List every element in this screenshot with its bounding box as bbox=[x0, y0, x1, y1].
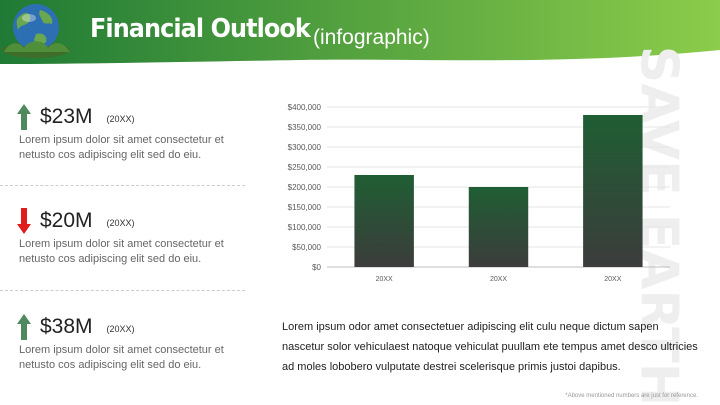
metric-amount: $20M bbox=[40, 209, 93, 232]
bar bbox=[468, 187, 529, 267]
globe-icon bbox=[2, 4, 70, 58]
x-tick-label: 20XX bbox=[604, 276, 621, 283]
y-tick-label: $300,000 bbox=[288, 143, 322, 152]
bar bbox=[583, 115, 643, 267]
header-banner: Financial Outlook (infographic) bbox=[0, 0, 720, 74]
divider bbox=[0, 185, 245, 186]
y-tick-label: $150,000 bbox=[288, 203, 322, 212]
y-tick-label: $50,000 bbox=[292, 243, 321, 252]
x-tick-label: 20XX bbox=[490, 276, 507, 283]
header-background bbox=[0, 0, 720, 64]
metric-year: (20XX) bbox=[106, 218, 135, 228]
bar bbox=[354, 175, 414, 267]
up-arrow-icon bbox=[17, 314, 31, 340]
y-tick-label: $100,000 bbox=[288, 223, 322, 232]
divider bbox=[0, 290, 245, 291]
metric-year: (20XX) bbox=[106, 114, 135, 124]
x-tick-label: 20XX bbox=[376, 276, 393, 283]
up-arrow-icon bbox=[17, 104, 31, 130]
body-paragraph: Lorem ipsum odor amet consectetuer adipi… bbox=[282, 321, 698, 373]
metric-amount: $23M bbox=[40, 105, 93, 128]
y-tick-label: $0 bbox=[312, 263, 321, 272]
metric-description: Lorem ipsum dolor sit amet consectetur e… bbox=[19, 134, 224, 161]
bar-chart: $0 $50,000 $100,000 $150,000 $200,000 $250,00… bbox=[288, 103, 670, 283]
y-tick-label: $250,000 bbox=[288, 163, 322, 172]
metric-description: Lorem ipsum dolor sit amet consectetur e… bbox=[19, 344, 224, 371]
footnote: *Above mentioned numbers are just for re… bbox=[565, 393, 698, 399]
y-tick-label: $200,000 bbox=[288, 183, 322, 192]
metric-amount: $38M bbox=[40, 315, 93, 338]
down-arrow-icon bbox=[17, 208, 31, 234]
y-tick-label: $350,000 bbox=[288, 123, 322, 132]
metric-description: Lorem ipsum dolor sit amet consectetur e… bbox=[19, 238, 224, 265]
page-subtitle: (infographic) bbox=[313, 26, 430, 49]
page-title: Financial Outlook bbox=[90, 14, 311, 44]
metric-year: (20XX) bbox=[106, 324, 135, 334]
y-tick-label: $400,000 bbox=[288, 103, 322, 112]
